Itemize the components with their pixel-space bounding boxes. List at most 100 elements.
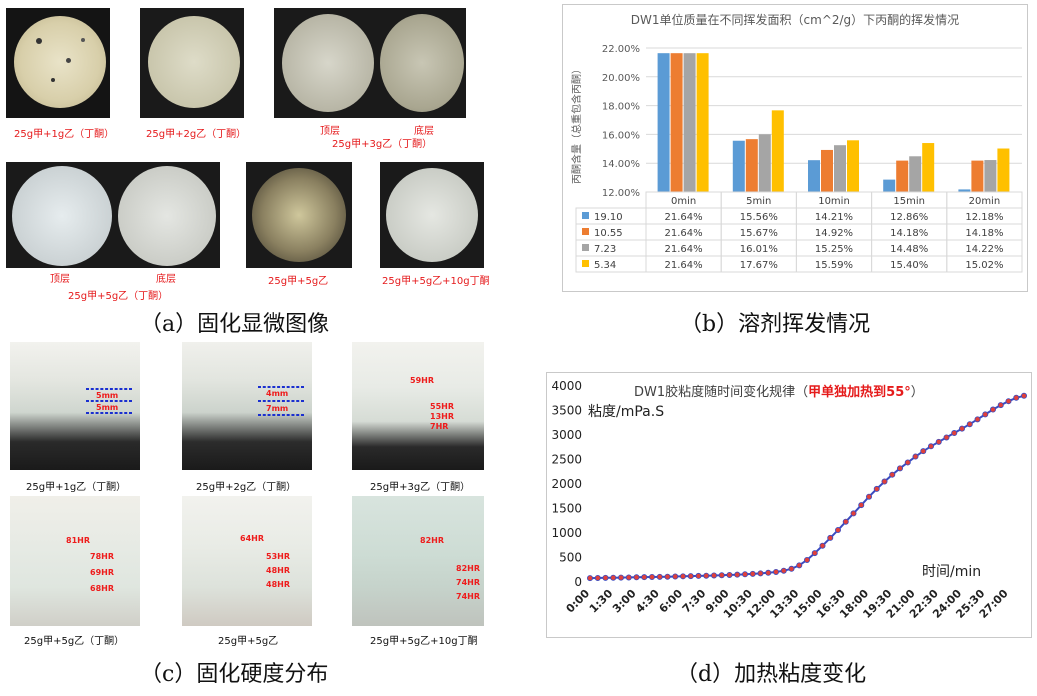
bar: [771, 110, 784, 192]
line-point: [904, 459, 911, 466]
hardness-photo-3-label: 25g甲+3g乙（丁酮）: [370, 482, 471, 493]
bar-chart: DW1单位质量在不同挥发面积（cm^2/g）下丙酮的挥发情况 丙酮含量（总重包含…: [570, 12, 1023, 273]
hardness-photo-2: 4mm 7mm: [182, 342, 312, 470]
line-point: [1020, 392, 1027, 399]
line-point: [927, 443, 934, 450]
micrograph-5: [246, 162, 352, 268]
data-label: 15.59%: [815, 260, 853, 271]
bar: [971, 160, 984, 192]
micrograph-4-label: 25g甲+5g乙（丁酮）: [68, 291, 169, 302]
line-point: [726, 571, 733, 578]
bar-y-tick-label: 14.00%: [602, 159, 640, 170]
line-point: [649, 574, 656, 581]
data-label: 12.18%: [965, 212, 1003, 223]
panel-d-caption: （d）加热粘度变化: [676, 662, 867, 687]
hardness-5-mark-1: 64HR: [240, 534, 264, 543]
line-point: [966, 421, 973, 428]
hardness-photo-4-label: 25g甲+5g乙（丁酮）: [24, 636, 125, 647]
hardness-2-mark-2: 7mm: [266, 404, 289, 413]
legend-swatch: [582, 244, 589, 251]
line-point: [788, 565, 795, 572]
line-point: [718, 572, 725, 579]
line-point: [827, 534, 834, 541]
line-point: [734, 571, 741, 578]
line-point: [641, 574, 648, 581]
data-label: 15.67%: [740, 228, 778, 239]
data-label: 21.64%: [665, 244, 703, 255]
bar: [758, 134, 771, 192]
x-category-label: 15min: [893, 196, 925, 207]
x-category-label: 20min: [969, 196, 1001, 207]
bar-y-tick-label: 12.00%: [602, 188, 640, 199]
bar: [958, 189, 971, 192]
line-y-tick-label: 3000: [551, 428, 582, 442]
bar: [922, 143, 935, 192]
line-point: [834, 527, 841, 534]
hardness-photo-2-label: 25g甲+2g乙（丁酮）: [196, 482, 297, 493]
line-series-path: [589, 394, 1025, 580]
line-point: [912, 453, 919, 460]
line-chart-y-label: 粘度/mPa.S: [588, 404, 664, 420]
line-point: [780, 567, 787, 574]
line-chart-title: DW1胶粘度随时间变化规律: [634, 384, 795, 400]
line-point: [618, 574, 625, 581]
line-point: [594, 574, 601, 581]
line-y-tick-label: 500: [559, 551, 582, 565]
line-x-tick-label: 0:00: [564, 587, 593, 616]
line-point: [943, 434, 950, 441]
legend-label: 19.10: [594, 212, 623, 223]
bar: [657, 53, 670, 193]
hardness-6-mark-4: 74HR: [456, 592, 480, 601]
hardness-5-mark-2: 53HR: [266, 552, 290, 561]
hardness-4-mark-4: 68HR: [90, 584, 114, 593]
hardness-5-mark-3: 48HR: [266, 566, 290, 575]
bar: [984, 160, 997, 192]
micrograph-2: [140, 8, 244, 118]
line-point: [602, 574, 609, 581]
line-point: [703, 572, 710, 579]
line-point: [710, 572, 717, 579]
line-point: [951, 430, 958, 437]
svg-text:DW1胶粘度随时间变化规律（甲单独加热到55°）: DW1胶粘度随时间变化规律（甲单独加热到55°）: [634, 384, 924, 400]
line-point: [850, 510, 857, 517]
line-x-tick-label: 3:00: [610, 587, 639, 616]
legend-swatch: [582, 260, 589, 267]
line-point: [881, 478, 888, 485]
hardness-1-mark-1: 5mm: [96, 391, 119, 400]
bar: [847, 140, 859, 192]
panel-c-caption: （c）固化硬度分布: [140, 662, 329, 687]
bar: [997, 148, 1010, 192]
line-point: [803, 556, 810, 563]
bar-y-tick-label: 20.00%: [602, 73, 640, 84]
bar-y-tick-label: 18.00%: [602, 102, 640, 113]
panel-d-chart-frame: [546, 372, 1032, 638]
bar: [732, 140, 745, 192]
micrograph-6-label: 25g甲+5g乙+10g丁酮: [382, 276, 490, 287]
hardness-photo-5: 64HR 53HR 48HR 48HR: [182, 496, 312, 626]
data-label: 15.02%: [965, 260, 1003, 271]
line-y-tick-label: 3500: [551, 404, 582, 418]
line-y-tick-label: 2000: [551, 477, 582, 491]
micrograph-3-top-label: 顶层: [320, 126, 340, 137]
line-y-tick-label: 1000: [551, 526, 582, 540]
hardness-photo-4: 81HR 78HR 69HR 68HR: [10, 496, 140, 626]
micrograph-4-top-label: 顶层: [50, 274, 70, 285]
bar: [896, 160, 909, 192]
line-point: [865, 493, 872, 500]
line-point: [741, 571, 748, 578]
line-point: [1013, 394, 1020, 401]
line-point: [656, 573, 663, 580]
data-label: 21.64%: [665, 260, 703, 271]
bar: [821, 149, 833, 192]
line-point: [896, 465, 903, 472]
line-chart-title-open: （: [795, 385, 808, 400]
hardness-4-mark-2: 78HR: [90, 552, 114, 561]
micrograph-3-label: 25g甲+3g乙（丁酮）: [332, 139, 433, 150]
data-label: 15.40%: [890, 260, 928, 271]
bar-chart-y-label: 丙酮含量（总重包含丙酮）: [570, 64, 583, 184]
micrograph-4-bottom-label: 底层: [156, 274, 176, 285]
line-y-tick-label: 2500: [551, 453, 582, 467]
hardness-3-mark-4: 7HR: [430, 422, 449, 431]
data-label: 14.18%: [890, 228, 928, 239]
line-x-tick-label: 6:00: [657, 587, 686, 616]
